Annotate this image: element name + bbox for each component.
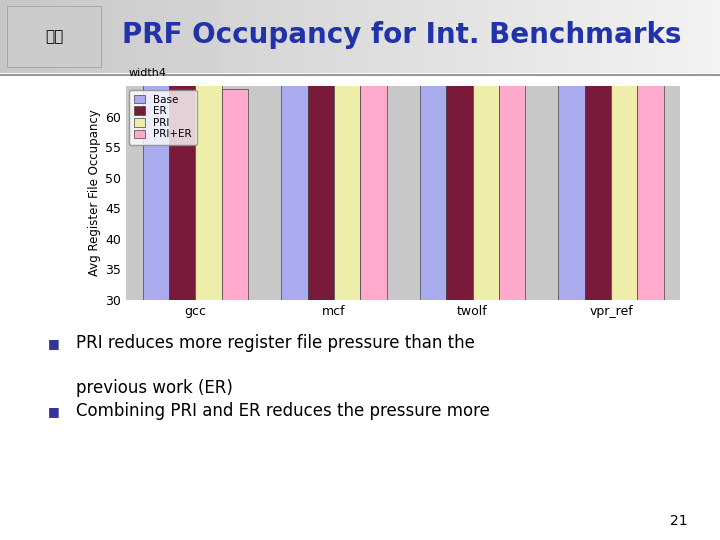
Bar <box>637 1 664 300</box>
Text: 🐑🐄: 🐑🐄 <box>45 29 63 44</box>
Text: ■: ■ <box>48 405 60 418</box>
Bar <box>446 0 472 300</box>
Legend: Base, ER, PRI, PRI+ER: Base, ER, PRI, PRI+ER <box>129 90 197 145</box>
Bar <box>585 0 611 300</box>
Bar <box>420 0 446 300</box>
Text: Combining PRI and ER reduces the pressure more: Combining PRI and ER reduces the pressur… <box>76 402 490 420</box>
Text: PRI reduces more register file pressure than the: PRI reduces more register file pressure … <box>76 334 474 352</box>
Bar <box>611 0 637 300</box>
Y-axis label: Avg Register File Occupancy: Avg Register File Occupancy <box>88 110 101 276</box>
Bar <box>307 0 334 300</box>
Bar <box>169 10 195 300</box>
Text: 21: 21 <box>670 514 688 528</box>
Bar <box>222 90 248 300</box>
Text: PRF Occupancy for Int. Benchmarks: PRF Occupancy for Int. Benchmarks <box>122 21 682 49</box>
Text: ■: ■ <box>48 337 60 350</box>
Bar <box>195 74 222 300</box>
Text: width4: width4 <box>129 68 167 78</box>
Bar <box>143 0 169 300</box>
Bar <box>499 38 525 300</box>
Bar <box>472 19 499 300</box>
Bar <box>334 0 360 300</box>
Bar <box>559 0 585 300</box>
Bar <box>360 0 387 300</box>
Text: previous work (ER): previous work (ER) <box>76 379 233 397</box>
FancyBboxPatch shape <box>7 6 101 67</box>
Bar <box>282 0 307 300</box>
